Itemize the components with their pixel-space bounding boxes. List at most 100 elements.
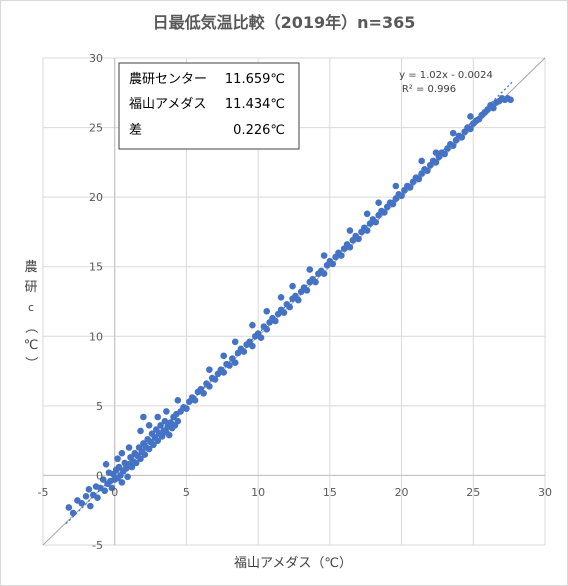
data-point [272,317,279,325]
trendline-equation: y = 1.02x - 0.0024 [399,70,493,81]
data-point [240,348,248,355]
data-point [355,235,362,243]
chart-title: 日最低気温比較（2019年）n=365 [153,13,416,32]
data-point [249,321,256,329]
data-point [132,459,140,467]
stats-label-nouken: 農研センター [129,72,207,87]
data-point [231,359,239,367]
data-point [125,444,133,451]
x-tick-label: 15 [323,486,337,499]
data-point [392,182,400,190]
y-tick-label: 30 [89,52,103,65]
data-point [257,334,265,341]
data-point [226,362,233,369]
x-tick-label: -5 [38,486,49,499]
data-point [303,287,311,294]
y-tick-label: 0 [96,469,103,482]
y-axis-title-char: 研 [24,280,37,295]
data-point [118,479,126,486]
data-point [206,383,213,390]
data-point [128,463,136,471]
y-tick-label: -5 [92,539,103,552]
data-point [295,296,302,304]
data-point [101,487,108,495]
data-point [406,184,414,191]
data-point [372,218,380,226]
data-point [363,210,371,218]
data-point [338,252,345,259]
y-axis-title-char: 農 [24,260,37,275]
stats-value-nouken: 11.659℃ [225,72,285,87]
data-point [211,376,219,383]
data-point [277,294,285,301]
data-point [108,484,116,492]
data-point [145,422,153,429]
data-point [389,200,397,208]
data-point [398,192,405,200]
data-point [263,307,271,315]
data-point [150,441,157,449]
stats-value-fukuyama: 11.434℃ [225,97,285,112]
data-point [432,159,440,166]
data-point [418,157,425,165]
data-point [174,417,182,425]
data-point [114,455,121,463]
data-point [102,460,110,468]
data-point [490,104,497,112]
x-tick-label: 10 [251,486,265,499]
stats-label-fukuyama: 福山アメダス [129,97,206,112]
y-tick-label: 25 [89,122,103,135]
data-point [312,278,319,286]
data-point [141,451,149,458]
data-point [158,433,166,440]
data-point [165,431,173,439]
data-point [467,113,474,120]
data-point [183,405,190,412]
data-point [174,396,182,404]
data-point [87,502,94,510]
data-point [458,134,466,141]
data-point [191,396,199,404]
data-point [157,422,164,429]
data-point [85,486,93,493]
data-point [507,96,514,104]
data-point [206,366,213,373]
x-axis-title: 福山アメダス（℃） [234,556,352,571]
x-tick-label: 20 [395,486,409,499]
trendline-r2: R² = 0.996 [402,84,456,95]
data-point [140,413,147,421]
data-point [231,338,239,346]
data-point [163,408,170,415]
data-point [346,243,354,251]
y-axis-title-char: （ [23,320,38,333]
data-points [65,95,514,517]
data-point [94,494,101,501]
data-point [65,504,73,511]
data-point [220,369,228,376]
data-point [441,150,448,158]
data-point [124,473,131,481]
data-point [99,476,107,483]
data-point [200,390,207,397]
data-point [137,427,144,435]
y-axis-title: 農 研 c （ ℃ ） [23,260,38,370]
y-tick-label: 15 [89,261,103,274]
y-tick-label: 20 [89,191,103,204]
stats-label-diff: 差 [129,123,142,138]
x-tick-label: 25 [466,486,480,499]
y-tick-label: 5 [96,400,103,413]
data-point [432,149,440,156]
data-point [286,303,293,311]
y-tick-label: 10 [89,330,103,343]
y-axis-title-char: ℃ [24,338,39,353]
x-tick-labels: -5 0 5 10 15 20 25 30 [38,486,552,499]
data-point [154,413,162,421]
data-point [154,437,162,444]
data-point [306,266,314,273]
y-tick-labels: -5 0 5 10 15 20 25 30 [89,52,103,552]
data-point [329,260,337,268]
data-point [320,252,328,259]
stats-value-diff: 0.226℃ [233,123,285,138]
data-point [289,282,296,290]
y-axis-title-char: c [28,301,34,314]
